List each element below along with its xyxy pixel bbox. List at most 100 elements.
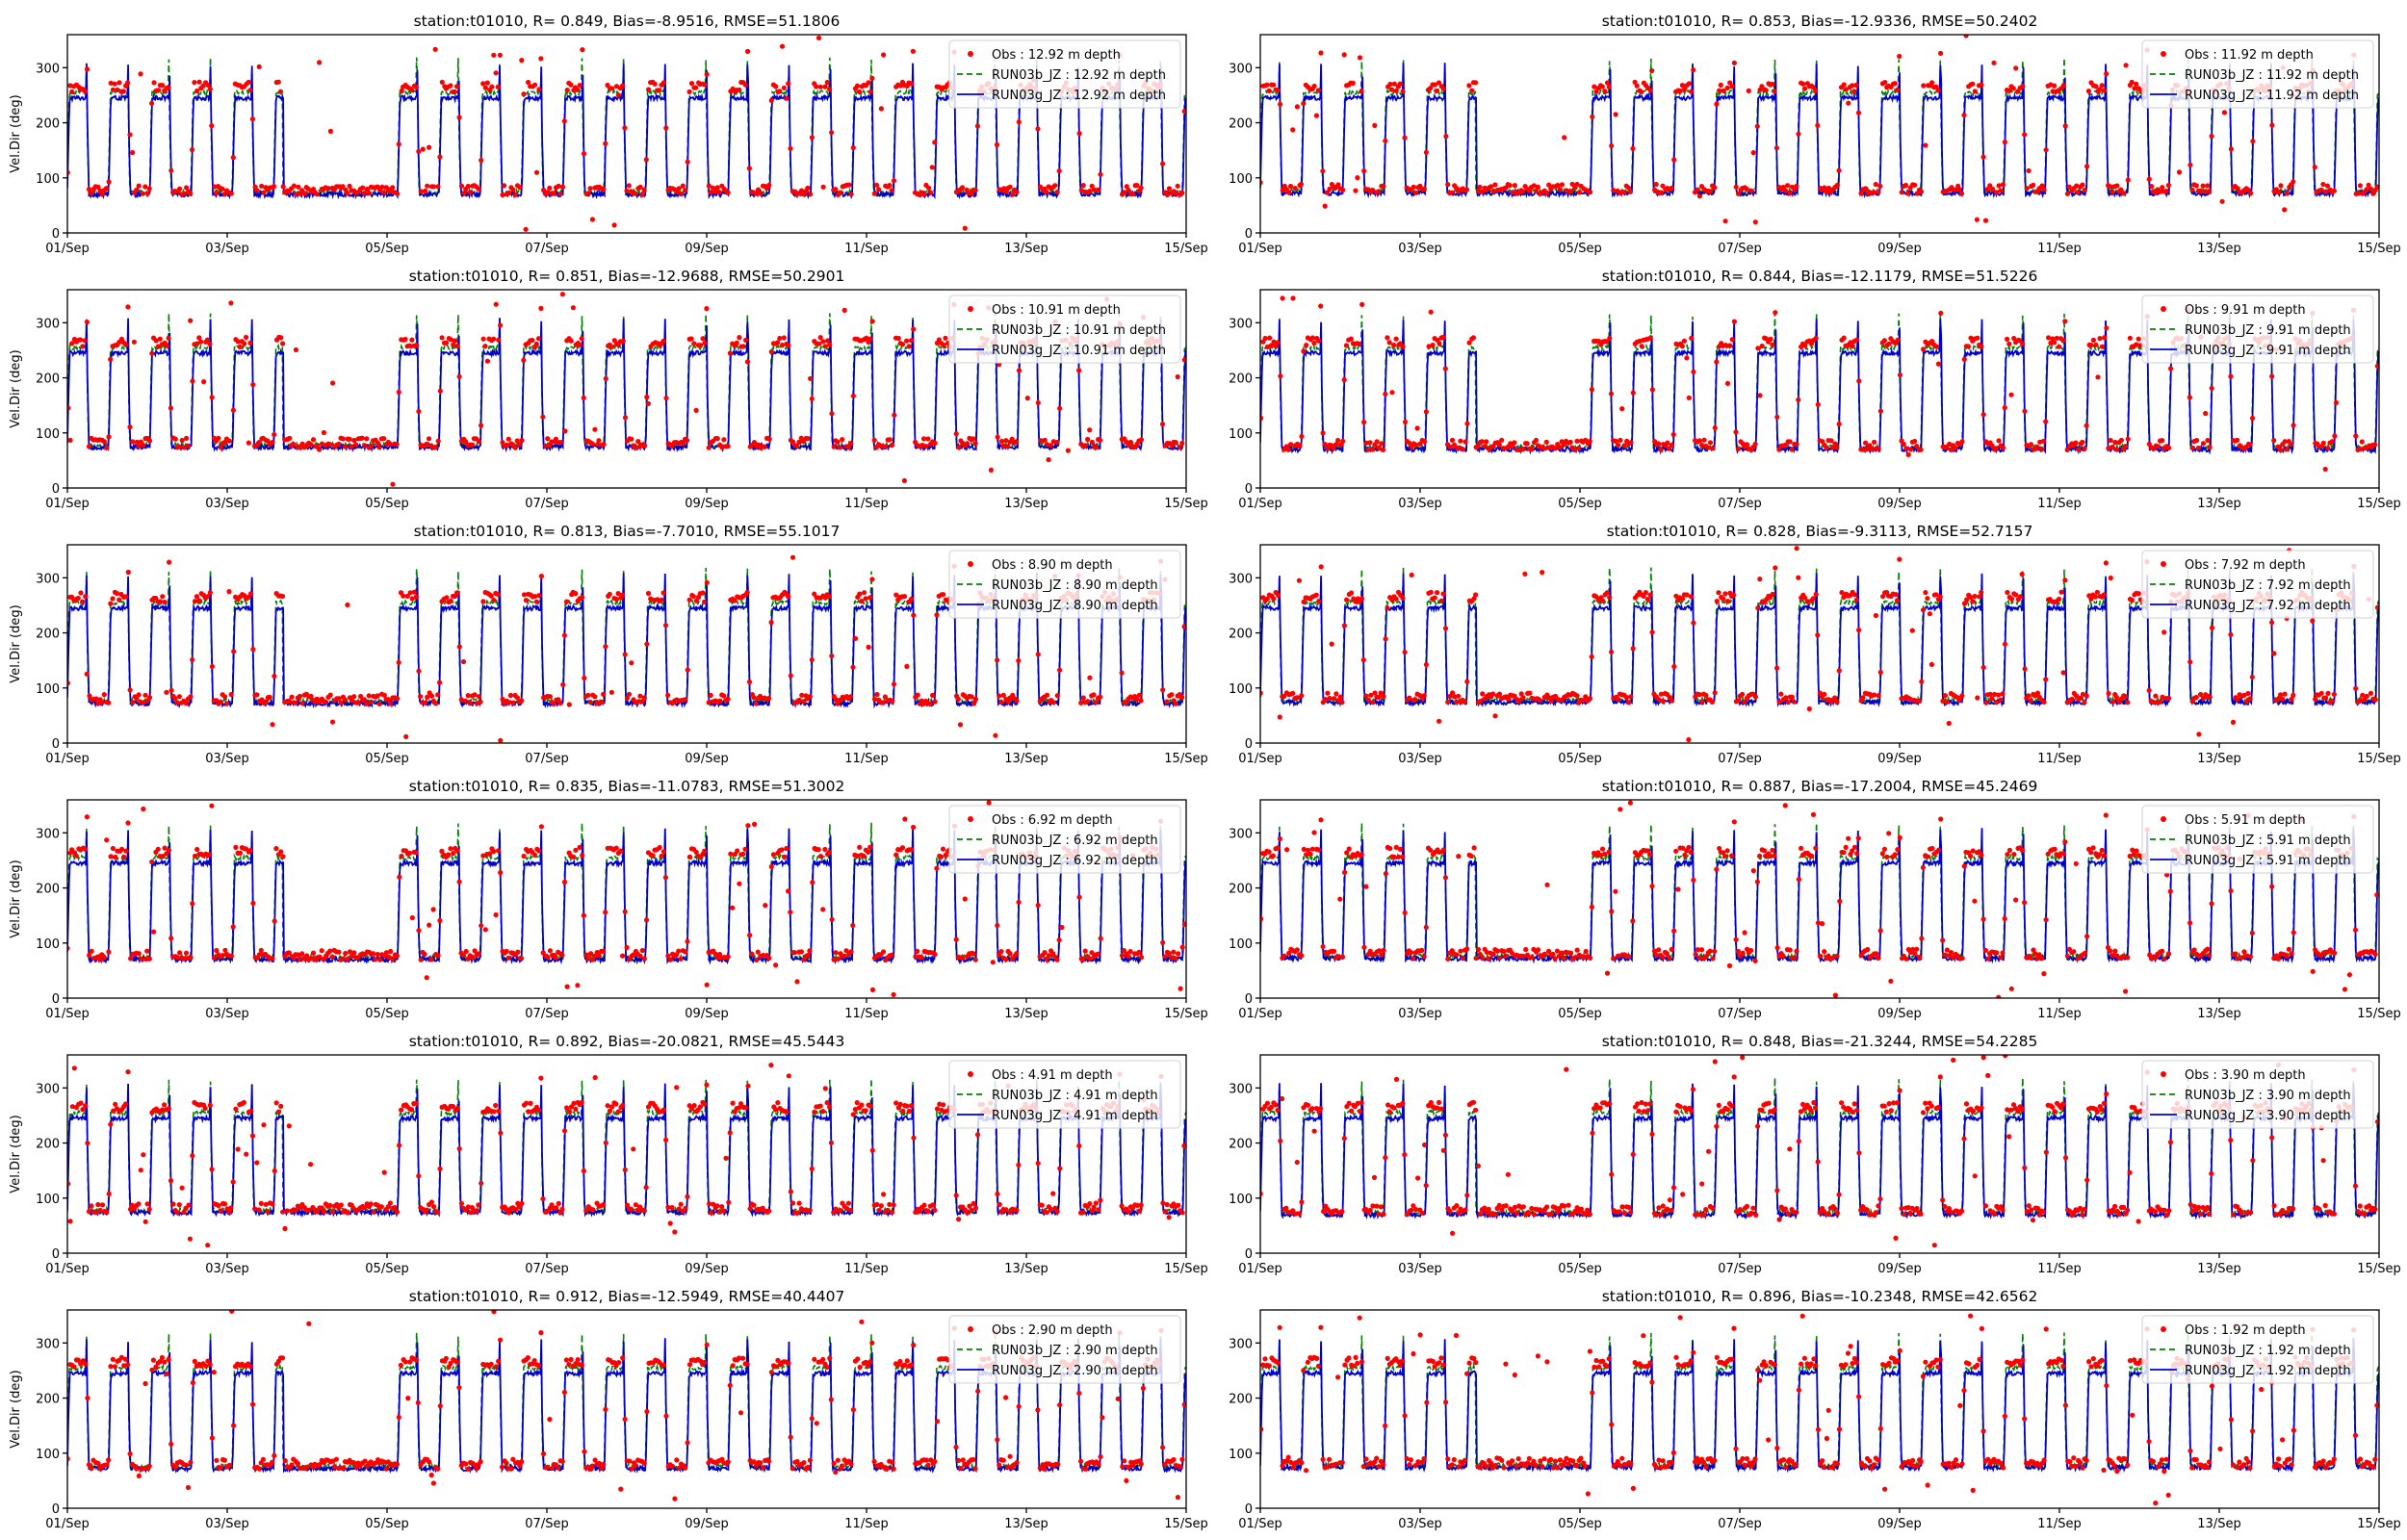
legend-entry: RUN03b_JZ : 9.91 m depth — [2185, 323, 2351, 338]
obs-point — [435, 438, 441, 444]
obs-point — [1087, 427, 1093, 433]
obs-point — [1813, 335, 1819, 341]
obs-point — [345, 191, 350, 196]
obs-point — [2125, 177, 2131, 183]
obs-point — [969, 694, 974, 700]
obs-point — [1541, 446, 1547, 451]
obs-point — [629, 1206, 634, 1213]
obs-point — [273, 846, 279, 852]
obs-point — [1311, 830, 1317, 835]
obs-point — [263, 1201, 269, 1207]
obs-point — [360, 185, 366, 191]
obs-point — [67, 169, 70, 175]
obs-point — [2357, 183, 2363, 189]
obs-point — [559, 952, 565, 958]
obs-point — [1627, 800, 1633, 806]
obs-point — [2374, 184, 2379, 190]
obs-point — [82, 338, 88, 344]
obs-point — [149, 350, 155, 356]
obs-point — [1647, 592, 1653, 598]
obs-point — [1087, 1201, 1093, 1207]
obs-point — [1677, 88, 1683, 94]
x-tick-label: 15/Sep — [2357, 1007, 2400, 1021]
legend-entry: Obs : 5.91 m depth — [2185, 813, 2306, 828]
obs-point — [1929, 845, 1935, 852]
obs-point — [491, 597, 497, 603]
obs-point — [327, 442, 333, 448]
obs-point — [953, 431, 959, 437]
obs-point — [116, 80, 122, 86]
obs-point — [218, 1208, 223, 1214]
obs-point — [1970, 81, 1976, 87]
obs-point — [779, 43, 786, 49]
obs-point — [882, 694, 889, 700]
obs-point — [645, 400, 652, 406]
obs-point — [349, 953, 354, 960]
obs-point — [1421, 186, 1427, 192]
x-tick-label: 05/Sep — [365, 752, 408, 766]
obs-point — [538, 574, 545, 579]
obs-point — [594, 442, 601, 448]
obs-point — [538, 305, 544, 311]
obs-point — [1442, 875, 1448, 881]
obs-point — [1680, 596, 1686, 602]
obs-point — [2291, 930, 2296, 936]
obs-point — [321, 429, 326, 436]
obs-point — [1695, 947, 1700, 953]
obs-point — [1722, 218, 1728, 224]
obs-point — [2040, 438, 2047, 444]
obs-point — [1359, 852, 1364, 858]
obs-point — [1691, 67, 1696, 73]
obs-point — [247, 88, 253, 93]
obs-point — [1076, 894, 1082, 900]
obs-point — [278, 849, 284, 855]
obs-point — [688, 81, 695, 87]
obs-point — [1275, 88, 1281, 93]
obs-point — [2134, 848, 2139, 854]
obs-point — [1085, 699, 1091, 705]
obs-point — [660, 1107, 667, 1113]
obs-point — [1374, 439, 1380, 445]
obs-point — [1428, 847, 1434, 853]
obs-point — [833, 187, 839, 192]
obs-point — [685, 938, 690, 944]
obs-point — [1510, 190, 1515, 195]
obs-point — [1290, 127, 1296, 133]
obs-point — [841, 307, 847, 313]
obs-point — [1644, 597, 1650, 603]
obs-point — [390, 956, 396, 962]
obs-point — [237, 850, 244, 856]
obs-point — [228, 300, 234, 306]
obs-point — [2149, 184, 2155, 190]
obs-point — [659, 853, 664, 860]
obs-point — [1383, 636, 1388, 642]
obs-point — [1445, 956, 1451, 962]
obs-point — [1752, 958, 1758, 963]
obs-point — [571, 854, 577, 860]
obs-point — [2191, 947, 2197, 953]
obs-point — [575, 983, 581, 988]
obs-point — [166, 847, 171, 853]
obs-point — [1996, 183, 2002, 189]
obs-point — [1712, 690, 1718, 696]
obs-point — [545, 436, 551, 442]
obs-point — [962, 896, 968, 902]
obs-point — [577, 844, 582, 851]
obs-point — [291, 441, 297, 447]
obs-point — [1477, 184, 1483, 190]
obs-point — [521, 91, 527, 97]
obs-point — [663, 125, 669, 131]
series-run03g-line — [67, 63, 1186, 200]
obs-point — [962, 225, 968, 231]
obs-point — [526, 1109, 531, 1115]
obs-point — [1484, 949, 1489, 955]
obs-point — [682, 188, 688, 193]
obs-point — [747, 1206, 753, 1212]
obs-point — [1799, 845, 1804, 852]
obs-point — [735, 848, 740, 854]
obs-point — [480, 599, 486, 604]
obs-point — [156, 88, 162, 93]
obs-point — [164, 689, 169, 695]
obs-point — [1042, 437, 1048, 443]
obs-point — [280, 1209, 286, 1215]
